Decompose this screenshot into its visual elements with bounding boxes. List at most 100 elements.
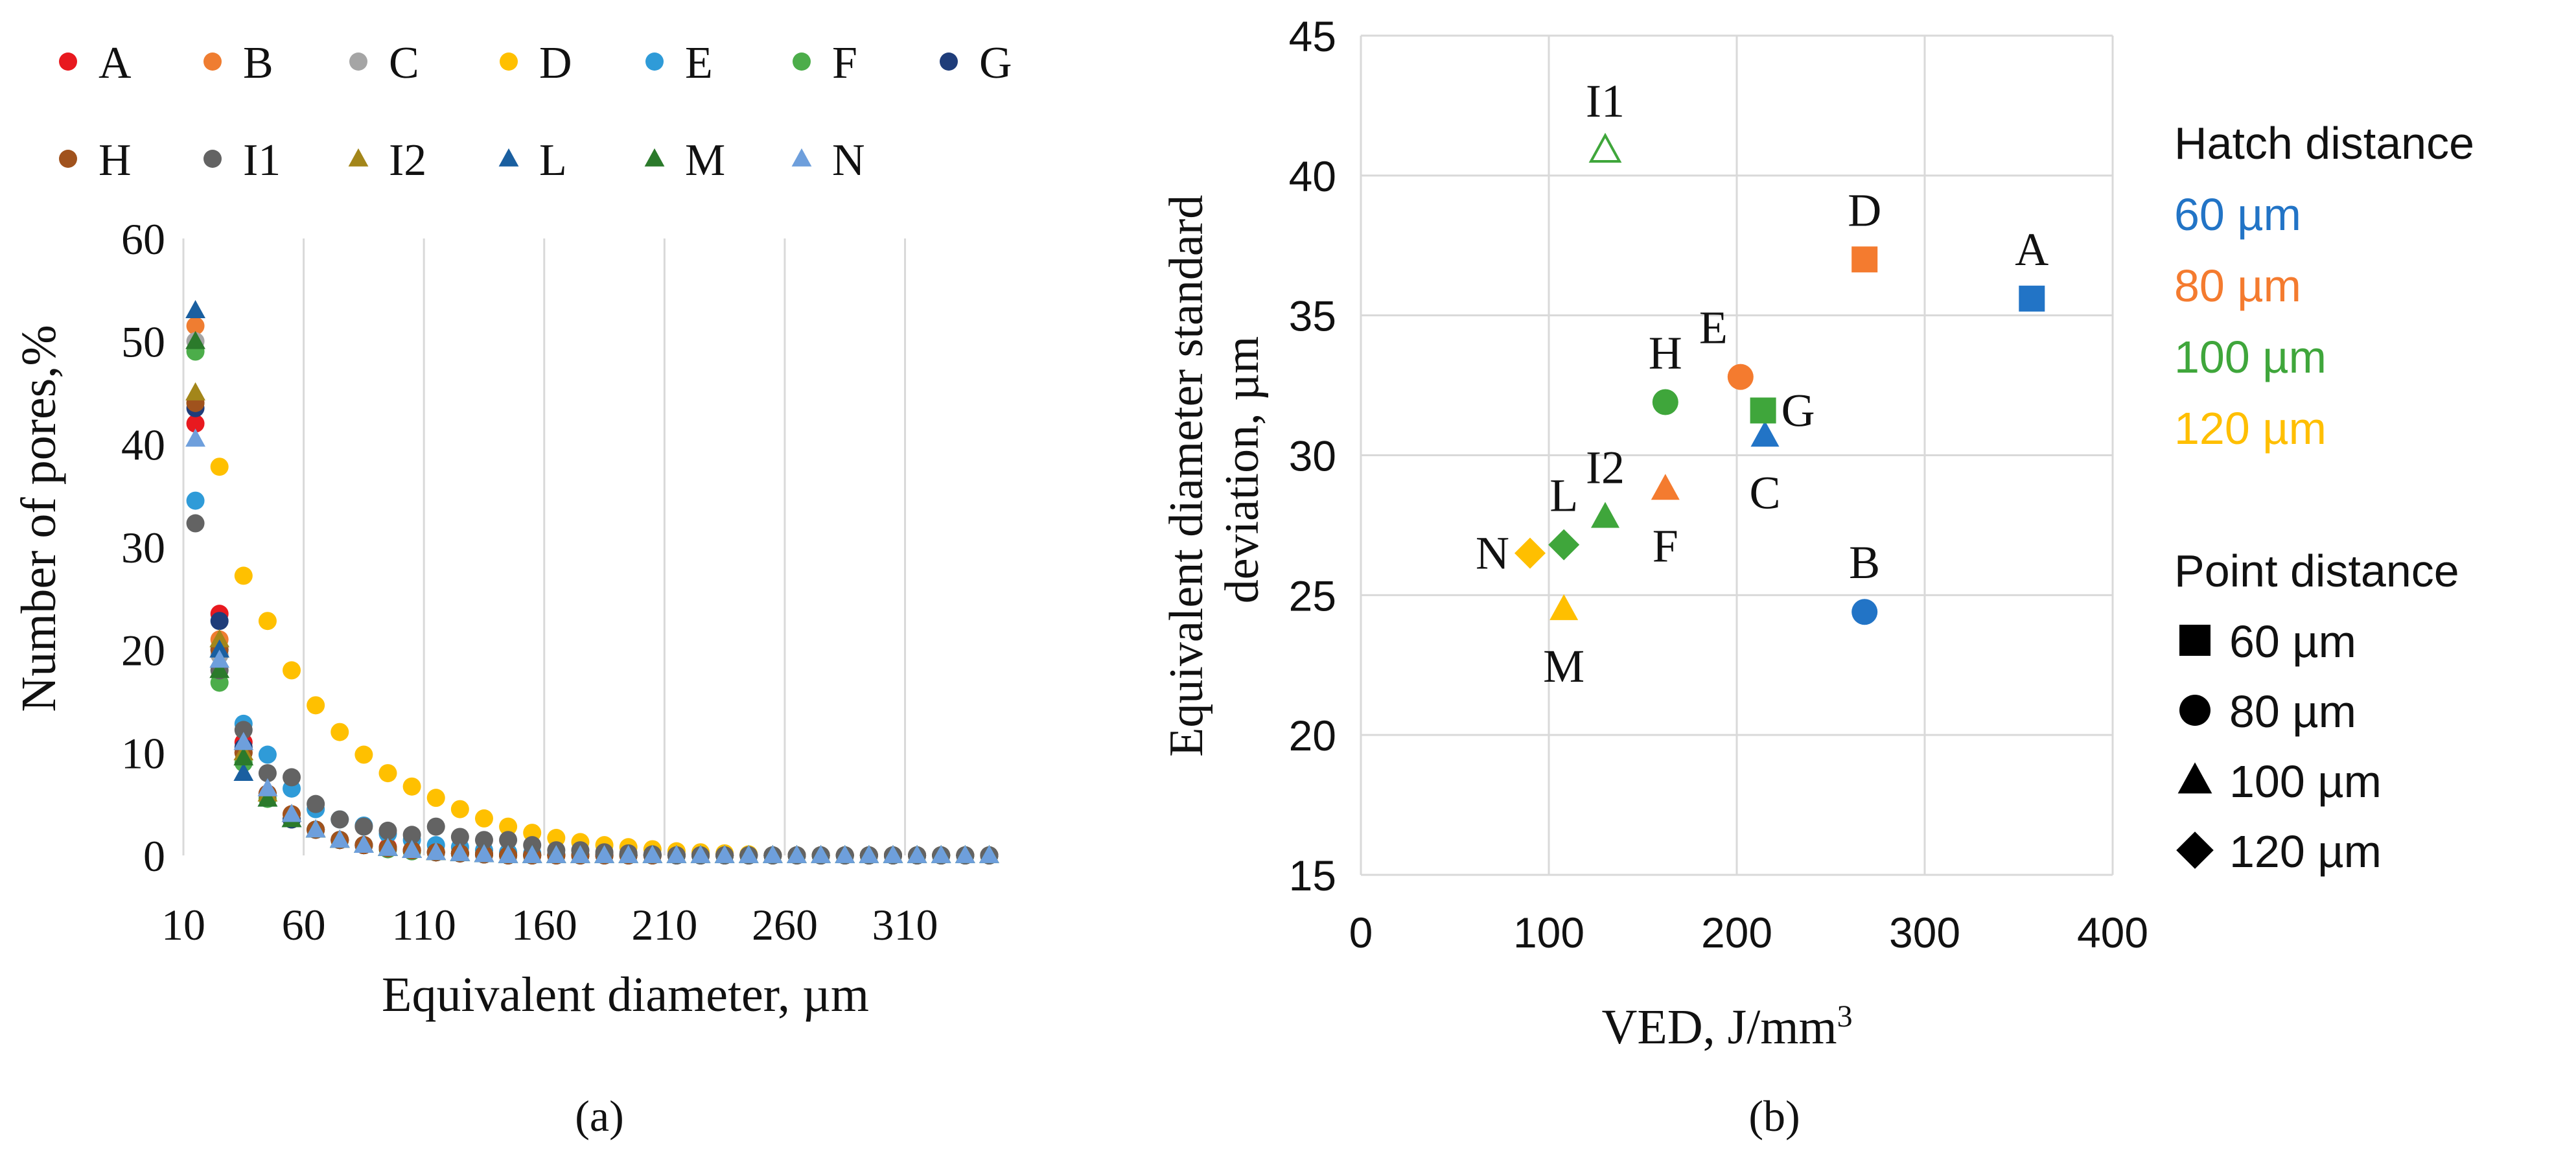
panel-b-y-axis-label-line1: Equivalent diameter standard bbox=[1160, 195, 1213, 757]
panel-b-point-M bbox=[1549, 594, 1578, 620]
panel-a-point-I2 bbox=[185, 382, 205, 400]
panel-b-point-label-H: H bbox=[1649, 327, 1682, 378]
panel-a-pore-distribution-chart: A B C D E F G H I1 I2 L M N 0 10 20 30 40 50 60 10 60 110 160 2… bbox=[12, 38, 1012, 1141]
panel-b-y-tick-label: 45 bbox=[1289, 12, 1336, 60]
panel-a-x-tick-label: 60 bbox=[282, 900, 326, 949]
panel-b-point-B bbox=[1851, 599, 1877, 625]
panel-a-legend: A B C D E F G H I1 I2 L M N bbox=[59, 38, 1012, 185]
panel-b-point-label-F: F bbox=[1653, 520, 1678, 572]
panel-b-y-tick-label: 20 bbox=[1289, 712, 1336, 760]
panel-a-legend-marker-I2 bbox=[349, 148, 369, 167]
panel-b-data-points: ABCDEFGHI1I2LMN bbox=[1476, 75, 2048, 692]
panel-b-x-axis-label: VED, J/mm3 bbox=[1601, 999, 1852, 1054]
panel-a-legend-label-D: D bbox=[539, 38, 572, 88]
panel-a-y-axis-label: Number of pores,% bbox=[12, 325, 66, 712]
panel-b-point-N bbox=[1514, 538, 1546, 569]
panel-a-point-D bbox=[379, 764, 397, 782]
panel-a-point-I1 bbox=[379, 822, 397, 840]
panel-a-point-D bbox=[403, 778, 421, 796]
panel-a-point-D bbox=[307, 696, 325, 714]
panel-a-legend-marker-I1 bbox=[203, 150, 222, 168]
panel-b-x-tick-label: 400 bbox=[2077, 909, 2148, 957]
panel-a-x-tick-label: 310 bbox=[872, 900, 938, 949]
panel-a-legend-label-M: M bbox=[685, 135, 725, 185]
panel-a-legend-marker-B bbox=[203, 52, 222, 71]
panel-a-point-N bbox=[258, 778, 278, 796]
panel-a-legend-label-L: L bbox=[539, 135, 567, 185]
panel-b-label: (b) bbox=[1748, 1091, 1800, 1141]
panel-a-point-D bbox=[235, 566, 253, 585]
panel-b-legend-hatch-entry: 100 µm bbox=[2174, 332, 2327, 382]
panel-b-legend-point-entry: 120 µm bbox=[2229, 826, 2382, 877]
panel-b-point-E bbox=[1728, 364, 1754, 390]
panel-a-legend-marker-H bbox=[59, 150, 77, 168]
panel-a-point-I1 bbox=[354, 818, 373, 836]
panel-b-legend-marker-diamond bbox=[2176, 831, 2214, 869]
panel-b-legend-marker-square bbox=[2179, 625, 2210, 656]
panel-a-legend-marker-N bbox=[792, 148, 812, 167]
panel-b-axes: 15 20 25 30 35 40 45 0 100 200 300 400 bbox=[1289, 12, 2148, 957]
panel-b-point-label-C: C bbox=[1749, 467, 1780, 518]
panel-a-legend-label-A: A bbox=[99, 38, 132, 88]
panel-a-legend-marker-G bbox=[940, 52, 958, 71]
panel-b-point-H bbox=[1653, 389, 1678, 415]
panel-a-point-D bbox=[427, 789, 445, 807]
panel-b-point-L bbox=[1548, 529, 1579, 561]
panel-a-legend-label-H: H bbox=[99, 135, 132, 185]
panel-a-legend-marker-A bbox=[59, 52, 77, 71]
panel-a-x-tick-label: 260 bbox=[752, 900, 818, 949]
panel-a-x-tick-label: 110 bbox=[391, 900, 456, 949]
panel-b-x-tick-label: 200 bbox=[1701, 909, 1772, 957]
panel-b-legend-marker-circle bbox=[2179, 695, 2210, 726]
panel-a-legend-label-B: B bbox=[243, 38, 273, 88]
panel-b-y-tick-label: 30 bbox=[1289, 432, 1336, 480]
panel-a-legend-marker-L bbox=[499, 148, 519, 167]
panel-a-y-tick-label: 40 bbox=[121, 420, 165, 469]
panel-a-point-D bbox=[451, 800, 469, 818]
panel-a-y-tick-label: 0 bbox=[143, 831, 165, 881]
panel-a-legend-marker-M bbox=[645, 148, 665, 167]
panel-b-point-I1 bbox=[1591, 135, 1619, 161]
panel-a-legend-marker-F bbox=[793, 52, 811, 71]
panel-a-legend-label-C: C bbox=[389, 38, 419, 88]
panel-b-legend-hatch-entry: 80 µm bbox=[2174, 261, 2301, 311]
panel-b-point-label-I2: I2 bbox=[1586, 441, 1625, 493]
panel-a-gridlines bbox=[304, 238, 905, 855]
panel-b-gridlines bbox=[1361, 36, 2113, 875]
panel-a-legend-label-I2: I2 bbox=[389, 135, 426, 185]
panel-a-x-axis-label: Equivalent diameter, µm bbox=[382, 968, 869, 1022]
panel-b-point-G bbox=[1750, 397, 1776, 423]
panel-b-y-tick-label: 15 bbox=[1289, 852, 1336, 899]
panel-b-point-label-G: G bbox=[1781, 384, 1815, 436]
panel-a-point-D bbox=[475, 809, 493, 828]
panel-b-legend-point-entry: 60 µm bbox=[2229, 616, 2356, 667]
panel-a-point-I1 bbox=[331, 810, 349, 828]
panel-b-legend: Hatch distance 60 µm 80 µm 100 µm 120 µm Poin… bbox=[2174, 118, 2474, 877]
panel-a-x-tick-label: 10 bbox=[161, 900, 205, 949]
panel-b-x-tick-label: 300 bbox=[1889, 909, 1960, 957]
panel-b-point-label-D: D bbox=[1848, 184, 1881, 236]
panel-a-legend-marker-D bbox=[500, 52, 518, 71]
panel-b-point-label-N: N bbox=[1476, 528, 1509, 579]
panel-b-legend-marker-triangle bbox=[2178, 762, 2212, 793]
panel-a-point-L bbox=[185, 300, 205, 318]
panel-b-y-tick-label: 40 bbox=[1289, 152, 1336, 200]
panel-a-point-D bbox=[259, 612, 277, 630]
panel-b-point-A bbox=[2019, 286, 2045, 312]
panel-a-point-I1 bbox=[307, 795, 325, 813]
panel-b-x-axis-label-superscript: 3 bbox=[1837, 999, 1853, 1034]
panel-a-point-D bbox=[331, 723, 349, 741]
panel-b-point-label-L: L bbox=[1549, 470, 1578, 522]
panel-a-y-tick-label: 60 bbox=[121, 215, 165, 264]
panel-a-point-D bbox=[211, 458, 229, 476]
panel-b-legend-hatch-title: Hatch distance bbox=[2174, 118, 2474, 168]
panel-a-legend-label-N: N bbox=[832, 135, 865, 185]
figure: A B C D E F GH I1 I2 L M N 010203040506010 60 110 160 2… bbox=[0, 0, 2576, 1160]
panel-b-point-label-E: E bbox=[1699, 302, 1728, 354]
panel-b-ved-scatter-chart: 152025303540450 100 200 300 400 ABCDEFGHI1I2… bbox=[1160, 12, 2474, 1141]
panel-b-legend-hatch-entry: 60 µm bbox=[2174, 189, 2301, 240]
panel-b-legend-point-title: Point distance bbox=[2174, 546, 2459, 596]
panel-a-point-E bbox=[187, 492, 205, 510]
panel-b-y-axis-label-line2: deviation, µm bbox=[1216, 336, 1269, 604]
panel-a-point-D bbox=[354, 746, 373, 764]
